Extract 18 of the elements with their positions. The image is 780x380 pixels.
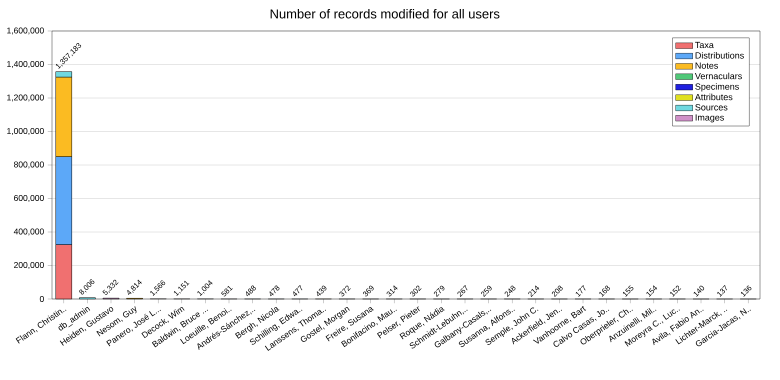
y-tick-label: 0	[40, 296, 44, 302]
legend-label: Attributes	[694, 94, 732, 100]
legend-label: Sources	[695, 104, 728, 110]
legend-label: Notes	[696, 62, 718, 69]
y-tick-label: 1,400,000	[7, 61, 44, 68]
legend-label: Distributions	[696, 52, 744, 59]
y-tick-label: 1,000,000	[7, 128, 44, 135]
y-tick-label: 600,000	[14, 195, 44, 202]
legend-label: Images	[696, 114, 724, 122]
legend-label: Specimens	[695, 83, 739, 92]
legend-label: Vernaculars	[694, 72, 742, 80]
y-tick-label: 200,000	[14, 262, 44, 269]
legend-label: Taxa	[695, 42, 714, 48]
y-tick-label: 400,000	[14, 228, 44, 236]
y-tick-label: 1,600,000	[7, 28, 44, 34]
y-tick-label: 800,000	[14, 162, 44, 168]
chart-title: Number of records modified for all users	[270, 8, 500, 18]
y-tick-label: 1,200,000	[7, 94, 44, 102]
